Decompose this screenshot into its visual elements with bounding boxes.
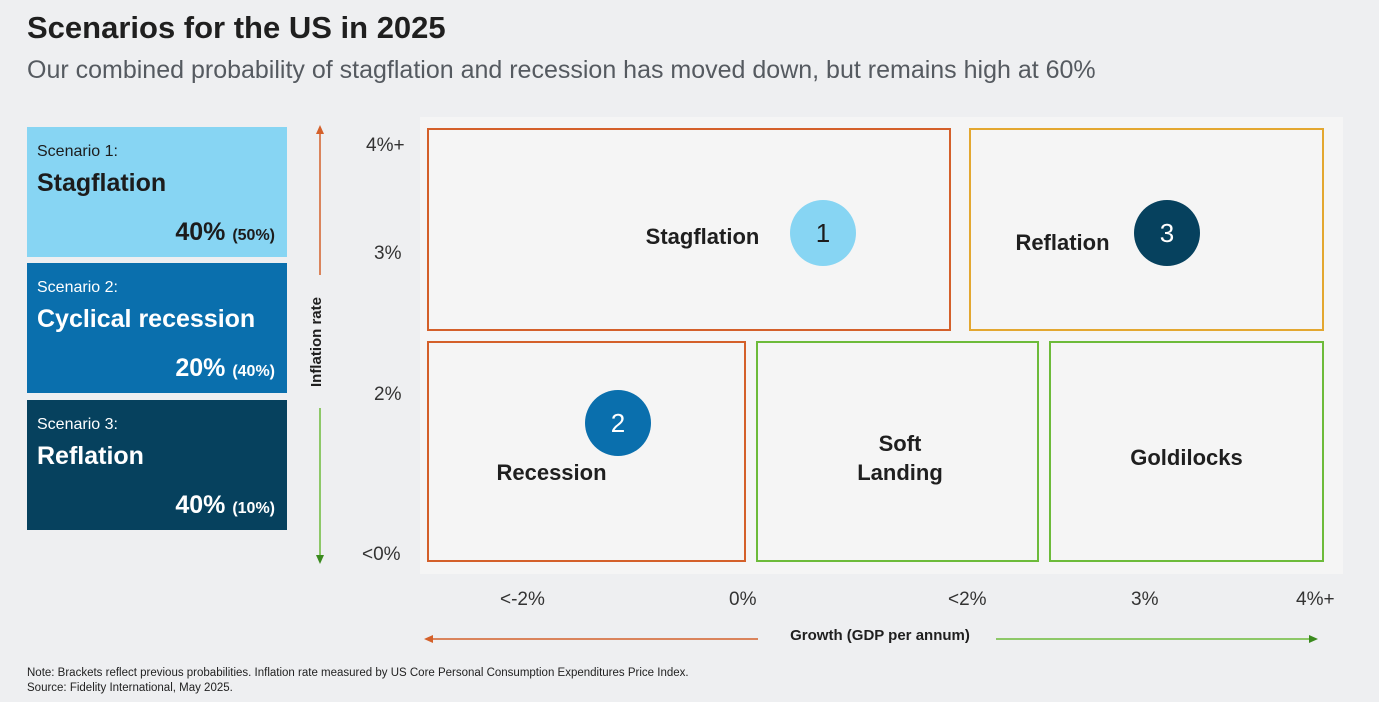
x-axis-arrows	[424, 635, 1318, 643]
scenario-1-current: 40%	[175, 218, 226, 246]
scenario-1-previous: (50%)	[232, 227, 275, 244]
footnote: Note: Brackets reflect previous probabil…	[27, 667, 689, 679]
scenario-3-previous: (10%)	[232, 500, 275, 517]
goldilocks-label: Goldilocks	[1130, 445, 1243, 470]
scenario-card-2: Scenario 2: Cyclical recession 20% (40%)	[27, 263, 287, 393]
page-subtitle: Our combined probability of stagflation …	[27, 56, 1096, 84]
y-axis-label: Inflation rate	[308, 297, 325, 388]
scenario-3-marker: 3	[1134, 200, 1200, 266]
scenario-1-probability: 40% (50%)	[175, 218, 275, 247]
x-tick-lt2: <2%	[948, 589, 987, 610]
x-axis-label: Growth (GDP per annum)	[790, 627, 970, 644]
soft-landing-line2: Landing	[857, 460, 943, 485]
recession-label: Recession	[496, 460, 607, 485]
x-tick-4plus: 4%+	[1296, 589, 1335, 610]
scenario-3-probability: 40% (10%)	[175, 491, 275, 520]
reflation-label: Reflation	[1015, 230, 1110, 255]
region-goldilocks	[1049, 341, 1324, 562]
scenario-3-name: Reflation	[37, 442, 144, 470]
y-axis-up-arrowhead	[316, 125, 324, 134]
scenario-card-3: Scenario 3: Reflation 40% (10%)	[27, 400, 287, 530]
page-title: Scenarios for the US in 2025	[27, 10, 446, 45]
region-soft-landing	[756, 341, 1039, 562]
scenario-card-1: Scenario 1: Stagflation 40% (50%)	[27, 127, 287, 257]
source-note: Source: Fidelity International, May 2025…	[27, 682, 233, 694]
scenario-2-previous: (40%)	[232, 363, 275, 380]
soft-landing-line1: Soft	[878, 431, 922, 456]
scenario-2-number: Scenario 2:	[37, 279, 118, 296]
y-tick-3: 3%	[374, 243, 402, 264]
scenario-3-number: Scenario 3:	[37, 416, 118, 433]
x-axis-right-arrowhead	[1309, 635, 1318, 643]
region-stagflation	[427, 128, 951, 331]
y-tick-4plus: 4%+	[366, 135, 405, 156]
scenario-2-current: 20%	[175, 354, 226, 382]
y-axis-down-arrowhead	[316, 555, 324, 564]
x-axis-left-arrowhead	[424, 635, 433, 643]
region-recession	[427, 341, 746, 562]
y-tick-2: 2%	[374, 384, 402, 405]
stagflation-label: Stagflation	[645, 224, 760, 249]
x-tick-3: 3%	[1131, 589, 1159, 610]
scenario-2-marker: 2	[585, 390, 651, 456]
scenario-1-name: Stagflation	[37, 169, 167, 197]
scenario-3-current: 40%	[175, 491, 226, 519]
y-axis-arrows	[316, 125, 324, 564]
x-tick-0: 0%	[729, 589, 757, 610]
y-tick-0: <0%	[362, 544, 401, 565]
scenario-2-probability: 20% (40%)	[175, 354, 275, 383]
scenario-1-number: Scenario 1:	[37, 143, 118, 160]
scenario-2-name: Cyclical recession	[37, 305, 256, 333]
scenario-1-marker: 1	[790, 200, 856, 266]
soft-landing-label: Soft Landing	[830, 429, 970, 487]
x-tick-neg2: <-2%	[500, 589, 545, 610]
